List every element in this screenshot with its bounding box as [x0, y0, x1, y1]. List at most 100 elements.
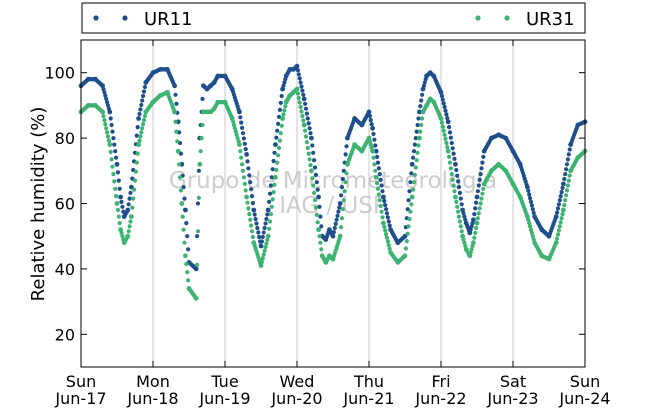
data-point-interp [528, 224, 533, 229]
data-point-interp [111, 172, 116, 177]
data-point-interp [106, 138, 111, 143]
data-point-interp [174, 101, 179, 106]
data-point [179, 201, 185, 206]
data-point-interp [263, 245, 268, 250]
data-point-interp [411, 149, 417, 154]
data-point-interp [473, 206, 478, 211]
data-point [244, 194, 250, 200]
data-point-interp [303, 134, 309, 139]
data-point-interp [272, 182, 277, 187]
data-point-interp [414, 158, 419, 163]
data-point-interp [382, 224, 387, 229]
data-point [366, 109, 372, 115]
data-point-interp [341, 198, 346, 203]
data-point-interp [385, 215, 390, 220]
data-point-interp [267, 226, 272, 231]
data-point-interp [250, 201, 255, 206]
data-point [251, 207, 257, 213]
data-point-interp [317, 204, 322, 209]
data-point [337, 233, 343, 239]
data-point-interp [140, 98, 145, 103]
data-point [381, 194, 386, 200]
x-tick-label-day: Tue [210, 372, 238, 391]
data-point-interp [102, 90, 107, 95]
data-point-interp [276, 145, 282, 150]
data-point-interp [380, 189, 385, 194]
x-tick-label-date: Jun-18 [126, 389, 178, 408]
x-tick-label-date: Jun-17 [54, 389, 106, 408]
data-point [460, 233, 465, 239]
data-point-interp [241, 136, 246, 141]
data-point [280, 86, 285, 92]
data-point-interp [440, 97, 445, 102]
data-point-interp [115, 170, 120, 175]
data-point-interp [334, 217, 339, 222]
data-point-interp [109, 122, 114, 128]
data-point-interp [468, 227, 473, 232]
data-point-interp [242, 181, 247, 186]
data-point-interp [270, 167, 275, 172]
data-point-interp [200, 122, 205, 128]
data-point-interp [274, 167, 279, 173]
data-point-interp [404, 239, 409, 244]
data-point-interp [340, 207, 345, 212]
y-axis-ticks: 20 40 60 80 100 [44, 64, 585, 344]
data-point-interp [336, 209, 341, 214]
data-point-interp [475, 189, 480, 194]
data-point-interp [479, 196, 484, 201]
data-point-interp [132, 187, 137, 192]
data-point-interp [128, 219, 133, 224]
data-point [330, 233, 336, 239]
data-point-interp [469, 224, 474, 229]
data-point-interp [142, 113, 147, 119]
data-point-interp [560, 185, 565, 191]
data-point-interp [469, 247, 474, 252]
data-point-interp [259, 239, 264, 244]
data-point-interp [442, 104, 447, 110]
data-point-interp [373, 168, 378, 173]
data-point [417, 135, 422, 141]
data-point-interp [311, 150, 316, 155]
data-point-interp [245, 159, 250, 164]
data-point-interp [253, 216, 258, 222]
data-point-interp [246, 206, 251, 211]
data-point-interp [114, 155, 119, 160]
data-point-interp [239, 155, 244, 160]
data-point-interp [407, 216, 412, 222]
data-point-interp [275, 128, 280, 133]
data-point [301, 122, 307, 128]
data-point-interp [110, 164, 115, 169]
data-point-interp [416, 116, 421, 121]
data-point-interp [141, 93, 146, 99]
data-point-interp [448, 166, 453, 171]
y-tick-label: 60 [55, 195, 75, 214]
data-point-interp [457, 219, 462, 224]
data-point-interp [303, 106, 309, 111]
data-point-interp [367, 139, 372, 144]
data-point-interp [526, 217, 531, 222]
data-point-interp [303, 128, 308, 133]
data-point-interp [529, 203, 535, 208]
data-points [78, 63, 588, 301]
data-point-interp [247, 212, 252, 217]
data-point-interp [461, 237, 466, 242]
data-point-interp [276, 153, 281, 158]
data-point-interp [478, 201, 483, 206]
data-point-interp [141, 122, 146, 127]
data-point-interp [186, 278, 191, 283]
data-point-interp [310, 143, 315, 148]
data-point-interp [264, 241, 269, 246]
data-point-interp [182, 240, 187, 245]
data-point-interp [296, 72, 301, 77]
data-point [301, 96, 307, 102]
data-point-interp [305, 145, 310, 150]
data-point-interp [369, 122, 374, 127]
data-point-interp [415, 122, 420, 128]
data-point-interp [108, 149, 113, 155]
data-point-interp [173, 92, 178, 97]
data-point-interp [132, 178, 138, 183]
data-point-interp [195, 234, 200, 239]
data-point-interp [556, 228, 562, 233]
data-point [474, 220, 480, 226]
data-point-interp [421, 83, 426, 88]
